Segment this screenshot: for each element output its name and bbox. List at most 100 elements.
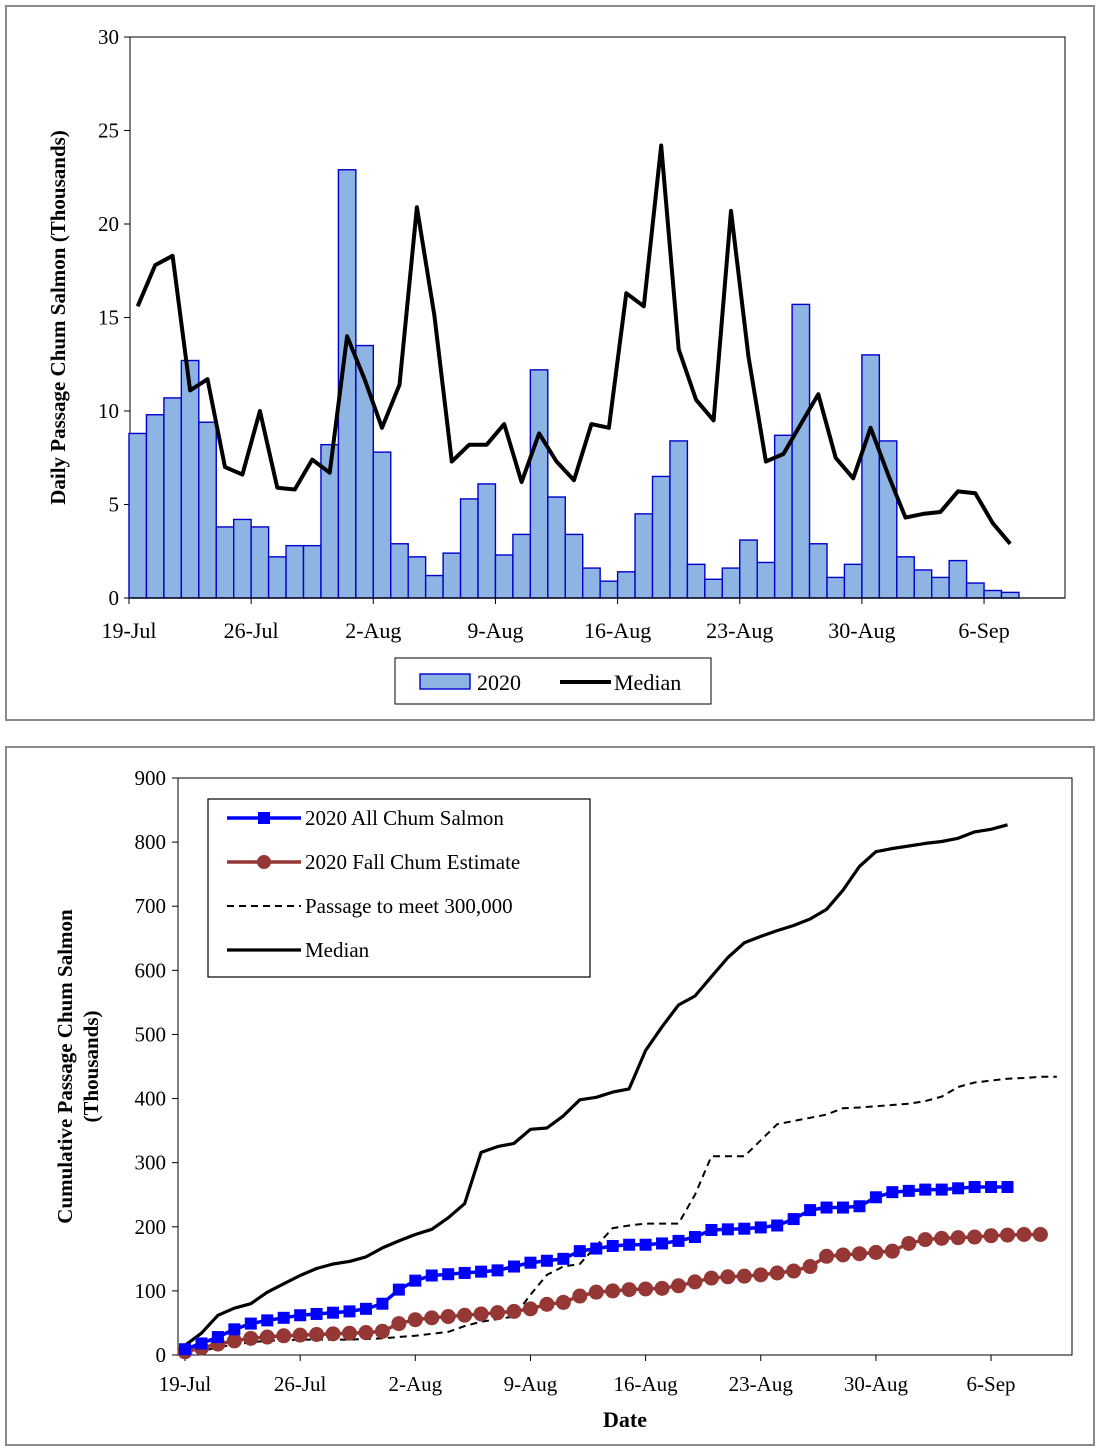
cumulative-passage-chart: 0 100 200 300 400 500 600 700 800 900 19-Jul 26-Jul…	[53, 766, 1073, 1432]
all-chum-salmon-point	[886, 1186, 899, 1199]
fall-chum-estimate-point	[884, 1243, 900, 1259]
x-tick-label: 30-Aug	[828, 618, 895, 643]
daily-passage-bar	[704, 578, 723, 599]
daily-passage-bar	[267, 556, 287, 599]
legend-label-2020: 2020	[477, 670, 521, 695]
daily-passage-bar	[599, 580, 619, 599]
y-tick-label: 0	[156, 1343, 167, 1367]
fall-chum-estimate-point	[638, 1281, 654, 1297]
daily-passage-bar	[547, 496, 566, 599]
all-chum-salmon-point	[837, 1201, 849, 1214]
legend: 2020 Median	[394, 657, 712, 705]
legend-box	[394, 657, 712, 705]
all-chum-salmon-point	[310, 1307, 323, 1320]
daily-passage-bar	[669, 440, 689, 599]
fall-chum-estimate-point	[391, 1316, 407, 1332]
all-chum-salmon-point	[376, 1297, 389, 1310]
y-tick-label: 200	[135, 1215, 167, 1239]
legend-label-all-chum: 2020 All Chum Salmon	[305, 806, 504, 830]
fall-chum-estimate-point	[374, 1323, 390, 1339]
daily-passage-chart: 0 5 10 15 20 25 30 19-Jul 26-Jul 2-Aug 9-Aug 16-Aug…	[46, 25, 1066, 705]
daily-passage-bar	[861, 354, 881, 599]
y-tick-label: 15	[98, 306, 119, 330]
fall-chum-estimate-point	[555, 1294, 571, 1310]
daily-passage-bar	[686, 563, 706, 599]
all-chum-salmon-point	[771, 1219, 784, 1232]
y-tick-label: 25	[98, 119, 119, 143]
legend-label-median: Median	[614, 670, 681, 695]
fall-chum-estimate-point	[671, 1278, 686, 1294]
all-chum-salmon-point	[573, 1245, 586, 1258]
fall-chum-estimate-point	[753, 1267, 769, 1283]
daily-passage-bar	[739, 539, 758, 599]
daily-passage-bar	[232, 518, 252, 599]
x-tick-label: 2-Aug	[345, 618, 401, 643]
fall-chum-estimate-point	[819, 1248, 835, 1264]
fall-chum-estimate-point	[276, 1328, 292, 1344]
all-chum-salmon-point	[902, 1184, 915, 1197]
legend-swatch-all-chum-marker	[258, 812, 270, 824]
all-chum-salmon-point	[392, 1283, 405, 1296]
all-chum-salmon-point	[475, 1265, 488, 1278]
all-chum-salmon-point	[787, 1213, 800, 1226]
daily-passage-bar	[390, 543, 409, 599]
x-tick-label: 19-Jul	[159, 1372, 212, 1396]
x-tick-label: 26-Jul	[224, 618, 279, 643]
y-tick-label: 600	[135, 958, 167, 982]
all-chum-salmon-point	[294, 1309, 307, 1322]
x-tick-label: 26-Jul	[274, 1372, 327, 1396]
daily-passage-bar	[756, 561, 776, 599]
fall-chum-estimate-point	[1032, 1226, 1048, 1242]
fall-chum-estimate-point	[868, 1244, 884, 1260]
fall-chum-estimate-point	[309, 1326, 325, 1342]
y-tick-label: 300	[135, 1151, 167, 1175]
daily-passage-bar	[424, 574, 444, 599]
fall-chum-estimate-point	[588, 1284, 604, 1300]
all-chum-salmon-point	[277, 1311, 290, 1324]
fall-chum-estimate-point	[1000, 1227, 1015, 1243]
daily-passage-bar	[250, 526, 270, 599]
fall-chum-estimate-point	[457, 1307, 473, 1323]
all-chum-salmon-point	[228, 1323, 241, 1336]
fall-chum-estimate-point	[703, 1270, 719, 1286]
fall-chum-estimate-point	[539, 1296, 555, 1312]
fall-chum-estimate-point	[522, 1301, 538, 1317]
median-line	[135, 143, 1012, 546]
cumulative-passage-chart-panel: 0 100 200 300 400 500 600 700 800 900 19-Jul 26-Jul…	[5, 746, 1095, 1446]
all-chum-salmon-point	[425, 1269, 438, 1282]
fall-chum-estimate-point	[490, 1305, 506, 1321]
fall-chum-estimate-point	[769, 1265, 785, 1281]
all-chum-salmon-point	[919, 1183, 932, 1196]
daily-passage-bar	[983, 589, 1003, 599]
y-axis-label: Daily Passage Chum Salmon (Thousands)	[46, 130, 70, 505]
all-chum-salmon-point	[211, 1331, 224, 1344]
daily-passage-bar	[198, 421, 217, 599]
daily-passage-bar	[145, 414, 165, 599]
fall-chum-estimate-point	[720, 1269, 736, 1285]
fall-chum-estimate-point	[424, 1310, 440, 1326]
x-tick-label: 23-Aug	[729, 1372, 794, 1396]
daily-passage-bar	[494, 554, 514, 599]
daily-passage-bar	[459, 498, 479, 599]
all-chum-salmon-point	[705, 1223, 718, 1236]
all-chum-salmon-point	[179, 1343, 191, 1356]
fall-chum-estimate-point	[243, 1330, 259, 1346]
all-chum-salmon-point	[590, 1242, 603, 1255]
fall-chum-estimate-point	[342, 1325, 357, 1341]
all-chum-salmon-point	[409, 1274, 422, 1287]
y-axis-label-line2: (Thousands)	[79, 1010, 103, 1122]
fall-chum-estimate-point	[259, 1329, 275, 1345]
all-chum-salmon-point	[458, 1266, 471, 1279]
all-chum-salmon-point	[261, 1314, 274, 1327]
all-chum-salmon-point	[869, 1191, 882, 1204]
all-chum-salmon-point	[244, 1317, 257, 1330]
daily-passage-bar	[913, 569, 933, 599]
all-chum-salmon-point	[688, 1231, 701, 1244]
x-tick-label: 9-Aug	[504, 1372, 558, 1396]
all-chum-salmon-point	[672, 1234, 685, 1247]
y-tick-label: 800	[135, 830, 167, 854]
daily-passage-chart-panel: 0 5 10 15 20 25 30 19-Jul 26-Jul 2-Aug 9-Aug 16-Aug…	[5, 5, 1095, 721]
all-chum-salmon-point	[343, 1305, 356, 1318]
fall-chum-estimate-point	[934, 1230, 950, 1246]
all-chum-salmon-point	[1001, 1181, 1014, 1194]
